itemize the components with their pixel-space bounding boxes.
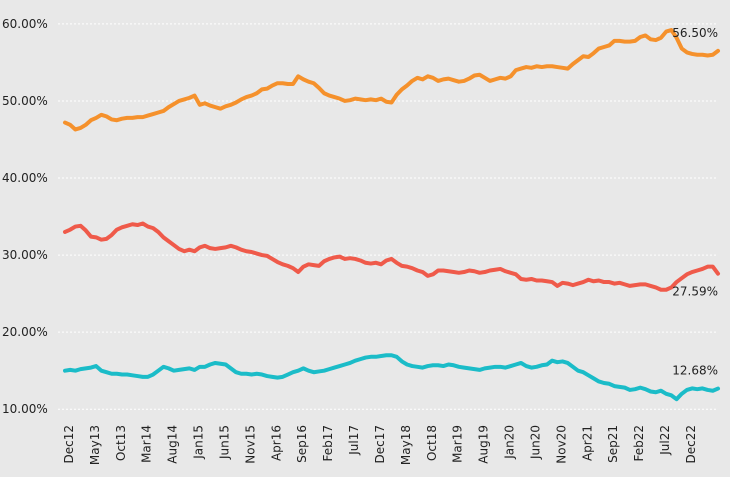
x-tick-label: Aug19	[477, 425, 491, 464]
x-tick-label: Jun15	[217, 425, 231, 460]
y-tick-label: 30.00%	[2, 248, 48, 262]
x-tick-label: Jun20	[528, 425, 542, 460]
data-label: 12.68%	[672, 364, 718, 378]
x-tick-label: Oct13	[114, 425, 128, 461]
x-tick-label: Oct18	[425, 425, 439, 461]
x-tick-label: Nov20	[554, 425, 568, 464]
data-label: 27.59%	[672, 285, 718, 299]
y-tick-label: 20.00%	[2, 325, 48, 339]
x-tick-label: May18	[399, 425, 413, 465]
x-tick-label: Dec17	[373, 425, 387, 464]
x-tick-label: Jul17	[347, 425, 361, 456]
x-tick-label: Jul22	[658, 425, 672, 456]
x-tick-label: Mar14	[140, 425, 154, 463]
x-tick-label: Mar19	[451, 425, 465, 463]
x-tick-label: Sep21	[606, 425, 620, 463]
y-tick-label: 10.00%	[2, 402, 48, 416]
x-tick-label: Apr21	[580, 425, 594, 461]
x-tick-label: Jan20	[503, 425, 517, 460]
data-label: 56.50%	[672, 26, 718, 40]
x-tick-label: May13	[88, 425, 102, 465]
x-tick-label: Feb22	[632, 425, 646, 462]
x-tick-label: Jan15	[192, 425, 206, 460]
x-tick-label: Dec12	[62, 425, 76, 464]
x-tick-label: Sep16	[295, 425, 309, 463]
y-tick-label: 50.00%	[2, 94, 48, 108]
x-tick-label: Nov15	[243, 425, 257, 464]
line-series	[63, 28, 720, 132]
y-tick-label: 60.00%	[2, 17, 48, 31]
line-series	[63, 353, 720, 402]
line-series	[63, 221, 720, 292]
x-tick-label: Aug14	[166, 425, 180, 464]
x-tick-label: Feb17	[321, 425, 335, 462]
y-tick-label: 40.00%	[2, 171, 48, 185]
x-tick-label: Apr16	[269, 425, 283, 461]
x-tick-label: Dec22	[684, 425, 698, 464]
